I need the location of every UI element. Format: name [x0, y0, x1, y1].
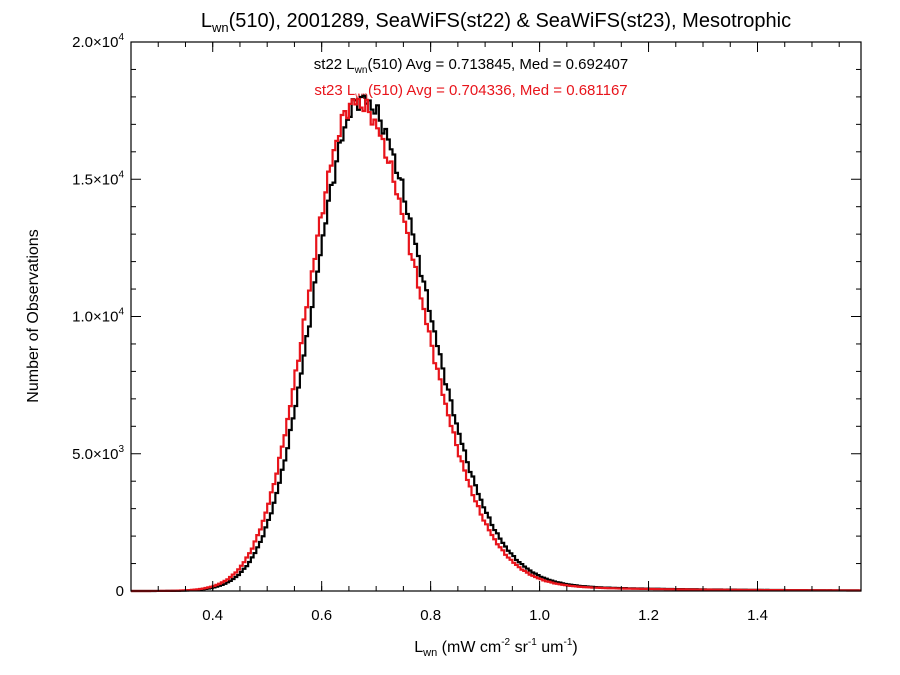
- plot-series: [131, 94, 861, 593]
- x-tick-label: 0.4: [202, 607, 223, 624]
- x-tick-label: 1.4: [747, 607, 768, 624]
- y-tick-labels: 0 5.0×103 1.0×104 1.5×104 2.0×104: [72, 32, 124, 600]
- x-tick-label: 0.6: [311, 607, 332, 624]
- plot-frame: [130, 41, 862, 592]
- y-tick-label: 2.0×104: [72, 32, 124, 51]
- x-tick-label: 0.8: [420, 607, 441, 624]
- y-tick-label: 0: [116, 583, 124, 600]
- x-tick-labels: 0.4 0.6 0.8 1.0 1.2 1.4: [202, 607, 768, 624]
- legend-st23: st23 Lwn(510) Avg = 0.704336, Med = 0.68…: [314, 82, 627, 102]
- x-tick-label: 1.2: [638, 607, 659, 624]
- series-st22-line: [131, 94, 861, 593]
- y-ticks: [131, 41, 861, 592]
- chart-title: Lwn(510), 2001289, SeaWiFS(st22) & SeaWi…: [201, 10, 791, 35]
- y-tick-label: 1.0×104: [72, 307, 124, 326]
- x-ticks: [157, 42, 840, 591]
- x-axis-label: Lwn (mW cm-2 sr-1 um-1): [414, 637, 577, 659]
- x-tick-label: 1.0: [529, 607, 550, 624]
- y-axis-label: Number of Observations: [25, 229, 42, 402]
- series-st23-line: [131, 97, 861, 593]
- y-tick-label: 5.0×103: [72, 444, 124, 463]
- y-tick-label: 1.5×104: [72, 169, 124, 188]
- legend-st22: st22 Lwn(510) Avg = 0.713845, Med = 0.69…: [314, 56, 628, 76]
